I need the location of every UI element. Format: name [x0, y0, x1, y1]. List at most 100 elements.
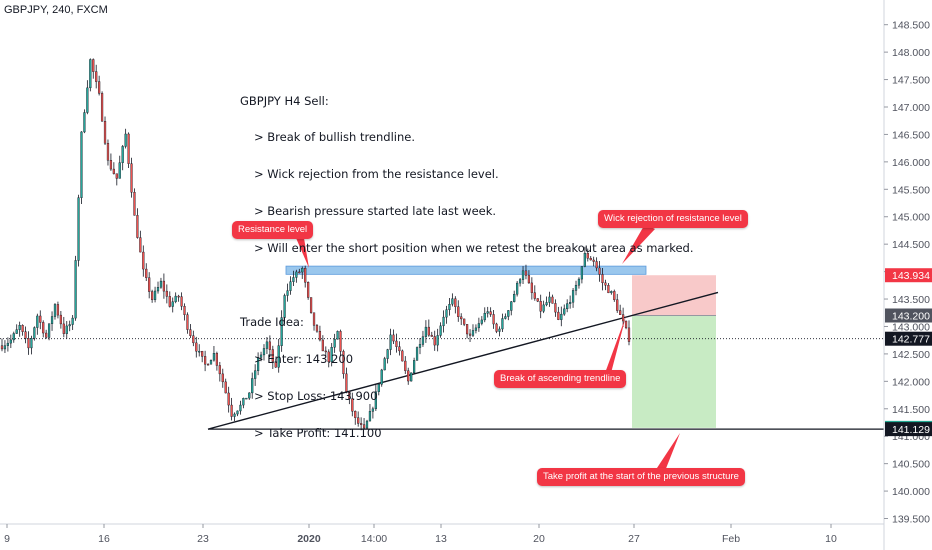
candle-body [395, 340, 398, 347]
candle-body [0, 345, 4, 350]
chart-lines [0, 291, 884, 430]
candle-body [271, 349, 274, 362]
candle-body [6, 342, 9, 346]
candle-body [39, 315, 42, 323]
candle-body [339, 331, 342, 352]
candle-body [289, 281, 292, 291]
price-label: 143.200 [892, 310, 930, 322]
candle-body [498, 328, 501, 332]
candle-body [248, 392, 251, 399]
candle-body [9, 339, 12, 344]
candle-body [563, 308, 566, 315]
candle-body [539, 301, 542, 312]
price-label-box [885, 268, 932, 283]
candle-body [557, 311, 560, 320]
time-tick-label: 20 [533, 533, 545, 545]
candle-body [186, 314, 189, 330]
candle-body [574, 284, 578, 291]
candle-body [542, 304, 545, 312]
candle-body [527, 275, 531, 284]
candle-body [377, 384, 380, 392]
note-point: > Break of bullish trendline. [254, 130, 415, 145]
candle-body [495, 323, 498, 332]
price-tick-label: 148.000 [892, 47, 930, 59]
candle-body [486, 311, 489, 314]
callout-resistance: Resistance level [232, 221, 314, 239]
candle-body [545, 302, 548, 306]
candle-body [124, 133, 127, 147]
candle-body [50, 316, 54, 324]
candle-body [580, 266, 584, 280]
candle-body [345, 373, 348, 392]
candle-body [533, 292, 536, 299]
candle-body [415, 347, 419, 361]
candle-body [477, 323, 480, 329]
candle-body [24, 331, 27, 339]
candle-body [604, 282, 607, 286]
pointer-take-profit [655, 433, 680, 471]
time-tick-label: 2020 [297, 533, 321, 545]
time-axis[interactable]: 9 16 23 2020 14:00 13 20 27 Feb 10 [0, 523, 884, 545]
candle-body [551, 296, 554, 304]
candle-body [336, 331, 339, 340]
trade-stop-loss: > Stop Loss: 143.900 [254, 388, 378, 403]
price-tick-label: 144.500 [892, 239, 930, 251]
candle-body [92, 59, 95, 72]
candle-body [118, 162, 121, 179]
time-tick-label: 23 [197, 533, 209, 545]
price-tick-label: 142.000 [892, 376, 930, 388]
candle-body [445, 309, 448, 318]
candle-body [380, 369, 383, 385]
candle-body [295, 271, 298, 278]
note-point: > Will enter the short position when we … [254, 241, 694, 256]
candle-body [374, 391, 377, 410]
candle-body [192, 335, 195, 344]
candle-body [65, 325, 68, 334]
candle-body [80, 131, 83, 198]
candle-body [77, 197, 80, 261]
candle-body [180, 296, 183, 307]
candle-body [386, 349, 389, 359]
candle-body [130, 163, 133, 193]
candle-body [504, 316, 507, 319]
candle-body [365, 420, 369, 429]
candle-body [71, 317, 74, 325]
price-tick-label: 146.000 [892, 157, 930, 169]
candle-body [436, 335, 439, 346]
notes-title: GBPJPY H4 Sell: [240, 93, 329, 108]
candle-body [312, 312, 316, 326]
candle-body [224, 381, 227, 394]
pointer-resistance [296, 238, 309, 268]
candles [0, 58, 631, 431]
candle-body [460, 316, 463, 320]
candle-body [521, 270, 525, 280]
price-tick-label: 145.000 [892, 212, 930, 224]
candle-body [304, 268, 307, 283]
candle-body [398, 346, 401, 352]
candle-body [360, 423, 363, 425]
candle-body [442, 316, 445, 327]
candle-body [12, 333, 15, 341]
candle-body [127, 133, 130, 164]
candle-body [536, 298, 539, 302]
candle-body [392, 334, 395, 342]
candle-body [571, 290, 575, 303]
note-point: > Wick rejection from the resistance lev… [254, 167, 499, 182]
price-axis[interactable]: 139.500140.000140.500141.000141.500142.0… [883, 0, 932, 550]
candle-body [227, 392, 230, 406]
candle-body [610, 291, 613, 294]
price-tick-label: 148.500 [892, 20, 930, 32]
price-tick-label: 146.500 [892, 129, 930, 141]
candle-body [607, 285, 610, 294]
pointer-wick-rejection [622, 224, 655, 264]
candle-body [330, 347, 333, 363]
candle-body [430, 334, 433, 337]
candle-body [62, 323, 65, 334]
candle-body [286, 290, 289, 296]
candle-body [601, 274, 604, 284]
callout-take-profit: Take profit at the start of the previous… [537, 468, 745, 486]
candle-body [83, 112, 86, 133]
candle-body [433, 336, 436, 346]
candle-body [115, 173, 118, 179]
